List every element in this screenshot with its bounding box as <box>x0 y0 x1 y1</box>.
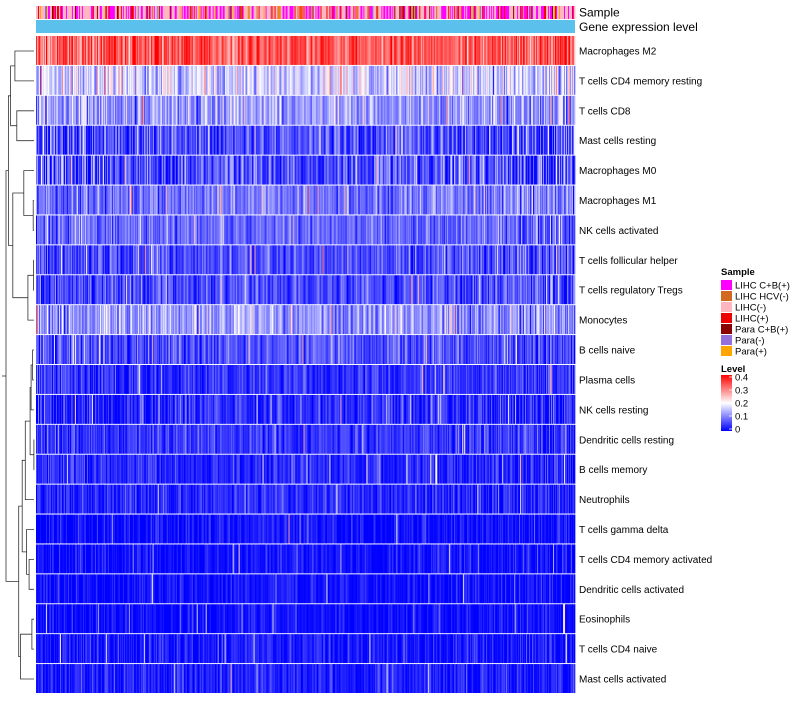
sample-track-label: Sample <box>579 6 620 20</box>
heatmap-row <box>36 156 575 185</box>
heatmap-cell <box>574 215 575 244</box>
dendrogram-branch <box>15 51 34 81</box>
heatmap-cell <box>574 186 575 215</box>
dendrogram-branch <box>22 460 26 552</box>
heatmap-cells <box>36 36 575 693</box>
heatmap-row <box>36 96 575 125</box>
heatmap-row <box>36 36 575 65</box>
dendrogram-branch <box>11 66 17 126</box>
dendrogram-branch <box>33 201 34 231</box>
gene-expression-track-label: Gene expression level <box>579 20 698 34</box>
heatmap-cell <box>574 66 575 95</box>
heatmap-row <box>36 66 575 95</box>
dendrogram-branch <box>24 171 34 216</box>
heatmap-row <box>36 245 575 274</box>
dendrogram-branch <box>6 171 19 582</box>
heatmap-row <box>36 186 575 215</box>
dendrogram-branch <box>28 275 34 320</box>
dendrogram-branch <box>17 111 34 141</box>
heatmap-cell <box>574 36 575 65</box>
row-dendrogram <box>2 51 34 679</box>
heatmap-cell <box>574 126 575 155</box>
dendrogram-branch <box>33 350 34 380</box>
dendrogram-branch <box>29 559 34 589</box>
dendrogram-branch <box>27 530 34 575</box>
heatmap-cell <box>574 96 575 125</box>
gene-expression-annotation-track <box>36 20 575 33</box>
dendrogram-branch <box>30 387 34 454</box>
heatmap-row <box>36 275 575 304</box>
sample-annotation-cell <box>574 6 575 19</box>
heatmap-row <box>36 215 575 244</box>
sample-annotation-track <box>36 6 575 19</box>
heatmap-cell <box>574 245 575 274</box>
heatmap-cell <box>574 156 575 185</box>
heatmap-row <box>36 126 575 155</box>
dendrogram-branch <box>13 193 28 298</box>
dendrogram-branch <box>32 619 34 649</box>
dendrogram-branch <box>25 421 34 500</box>
